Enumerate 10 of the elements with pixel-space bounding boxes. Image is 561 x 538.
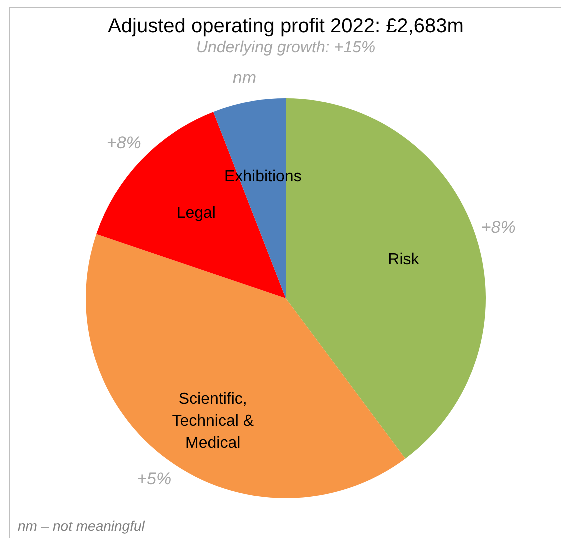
text: nm — [232, 68, 257, 88]
chart-title: Adjusted operating profit 2022: £2,683m — [108, 15, 464, 38]
text: +5% — [137, 470, 172, 489]
slice-label: Legal — [176, 204, 216, 222]
slice-label: Risk — [388, 251, 420, 268]
slice-label: Scientific, Technical & Medical — [172, 390, 254, 452]
text: nm – not meaningful — [18, 518, 146, 534]
text: +8% — [106, 134, 142, 153]
text: +8% — [481, 218, 516, 237]
chart-subtitle: Underlying growth: +15% — [196, 39, 376, 56]
